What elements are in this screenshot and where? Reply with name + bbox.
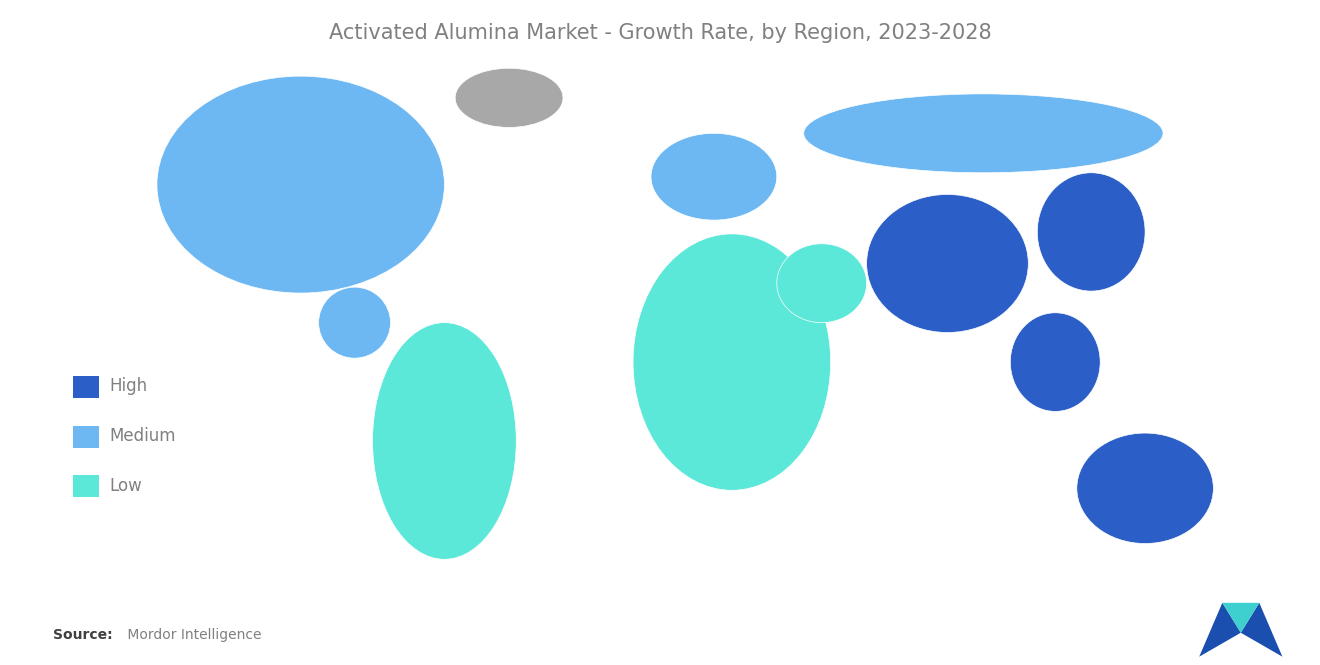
Ellipse shape (651, 133, 776, 220)
Ellipse shape (1010, 313, 1100, 412)
Text: High: High (110, 377, 148, 396)
Ellipse shape (372, 323, 516, 559)
Ellipse shape (804, 94, 1163, 173)
Ellipse shape (157, 76, 445, 293)
Text: Medium: Medium (110, 427, 176, 446)
Ellipse shape (1077, 433, 1213, 543)
Text: Low: Low (110, 477, 143, 495)
Ellipse shape (1038, 173, 1146, 291)
Text: Mordor Intelligence: Mordor Intelligence (123, 628, 261, 642)
Ellipse shape (318, 287, 391, 358)
Ellipse shape (776, 244, 867, 323)
Ellipse shape (867, 194, 1028, 332)
Ellipse shape (634, 234, 830, 490)
Text: Source:: Source: (53, 628, 112, 642)
Ellipse shape (455, 68, 562, 128)
Text: Activated Alumina Market - Growth Rate, by Region, 2023-2028: Activated Alumina Market - Growth Rate, … (329, 23, 991, 43)
